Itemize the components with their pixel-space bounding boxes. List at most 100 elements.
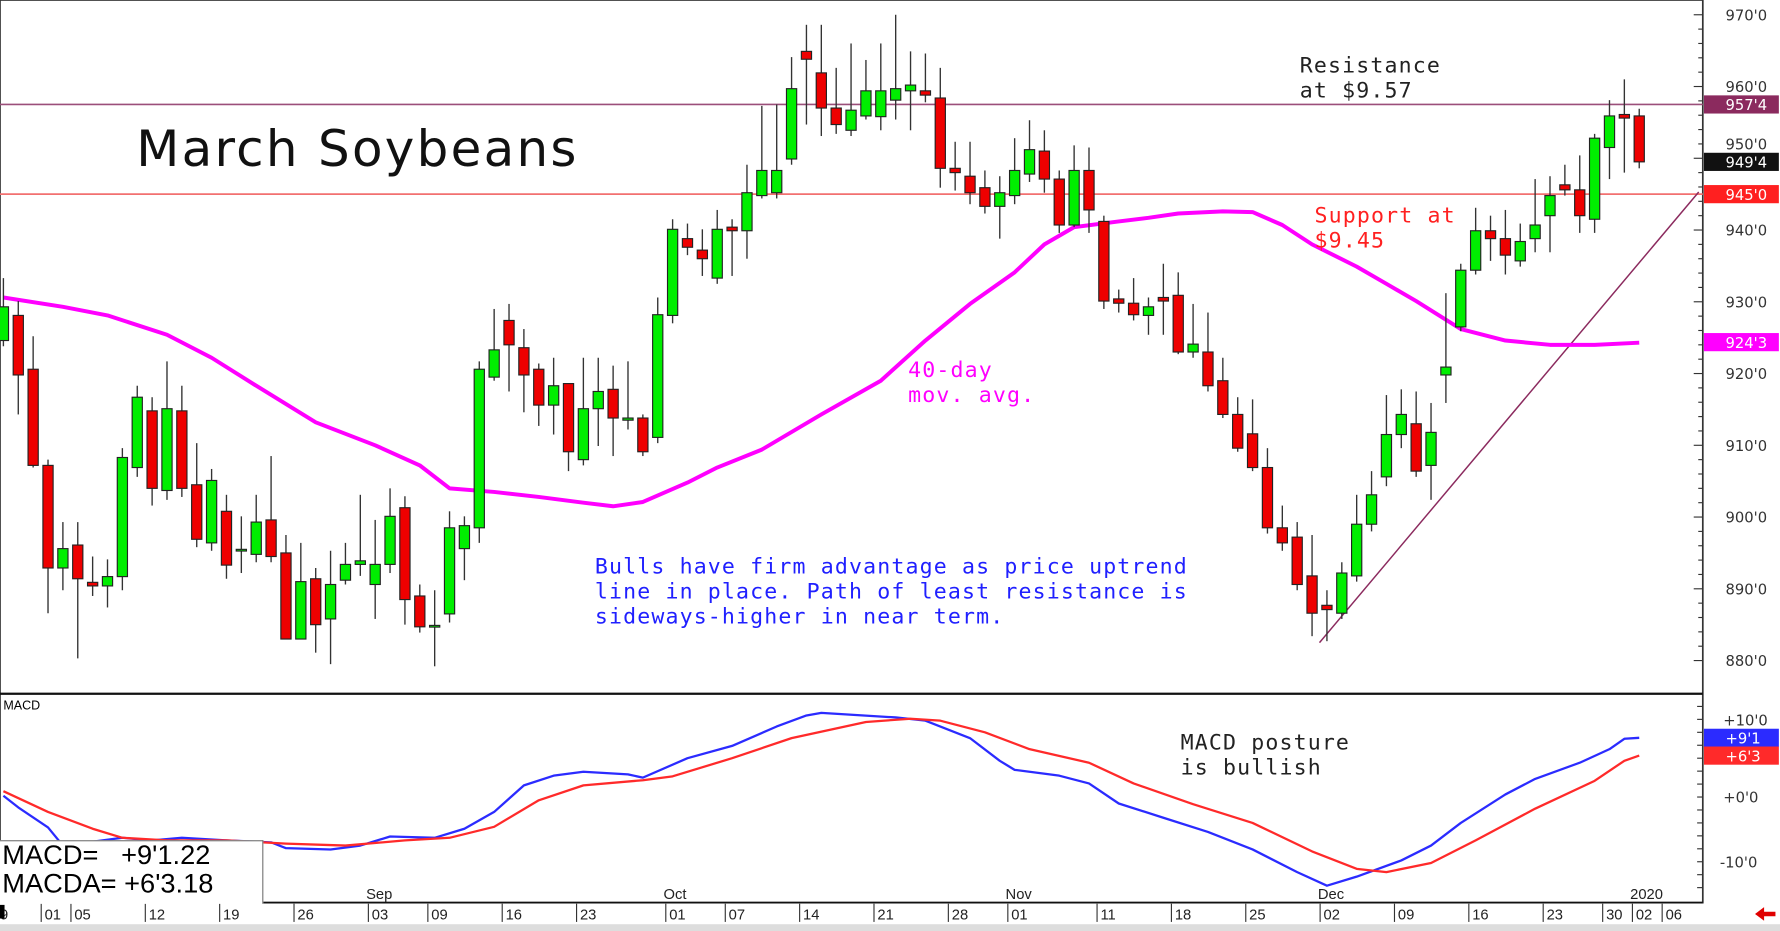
candle-body xyxy=(1261,466,1274,529)
candle-body xyxy=(860,90,872,117)
candle-body xyxy=(1142,306,1155,316)
candle-body xyxy=(458,525,471,550)
candle-body xyxy=(324,583,337,620)
candle-body xyxy=(1514,240,1526,262)
month-label: 2020 xyxy=(1630,887,1663,903)
candle-body xyxy=(726,226,738,232)
candle-body xyxy=(1202,351,1214,387)
y-axis-tick-label: 890'0 xyxy=(1726,581,1768,598)
candle xyxy=(1440,293,1452,403)
candle xyxy=(220,494,233,579)
candle xyxy=(235,516,248,574)
candle xyxy=(131,385,143,477)
candle-body xyxy=(696,249,709,260)
candle xyxy=(191,443,203,548)
candle-body xyxy=(711,228,723,279)
candle xyxy=(979,170,991,214)
date-tick-label: 18 xyxy=(1175,908,1191,924)
last-value-badge-label: +6'3 xyxy=(1726,748,1761,765)
date-tick-label: 26 xyxy=(297,908,313,924)
candle xyxy=(1574,155,1586,233)
candle-body xyxy=(1098,220,1110,302)
candle xyxy=(681,223,694,256)
macda-value: MACDA= +6'3.18 xyxy=(2,868,214,900)
candle xyxy=(1217,357,1229,419)
macd-axis-tick-label: -10'0 xyxy=(1720,854,1758,871)
date-tick-label: 09 xyxy=(1398,908,1414,924)
chart-title: March Soybeans xyxy=(136,120,579,179)
candle xyxy=(964,141,976,205)
last-value-badge xyxy=(1703,746,1779,765)
candle-body xyxy=(934,97,946,169)
candle xyxy=(1172,272,1184,355)
candle-body xyxy=(369,563,381,586)
month-label: Dec xyxy=(1318,887,1344,903)
candle-body xyxy=(771,169,783,194)
candle xyxy=(399,496,411,625)
scroll-left-arrow-icon[interactable] xyxy=(1755,907,1776,921)
candle-body xyxy=(815,72,827,109)
candle xyxy=(800,24,813,125)
candle xyxy=(339,542,352,585)
macd-axis-tick-label: +0'0 xyxy=(1723,790,1758,807)
candle-body xyxy=(889,88,902,101)
last-value-badge-label: +9'1 xyxy=(1726,730,1761,747)
candle-body xyxy=(443,527,456,615)
candle xyxy=(12,301,24,415)
candle xyxy=(428,590,441,667)
candle-body xyxy=(1276,527,1288,544)
candle-body xyxy=(845,109,857,131)
candle xyxy=(1603,100,1616,180)
candle-body xyxy=(1559,184,1571,191)
candle xyxy=(1321,590,1333,642)
candle-body xyxy=(1351,523,1363,577)
y-axis-tick-label: 970'0 xyxy=(1726,7,1768,24)
commentary-annotation: Bulls have firm advantage as price uptre… xyxy=(594,554,1188,629)
candle-body xyxy=(503,319,515,346)
date-tick-label: 02 xyxy=(1636,908,1652,924)
candle-body xyxy=(1410,423,1422,472)
candle xyxy=(592,357,604,447)
candle-body xyxy=(72,544,84,580)
candle xyxy=(1068,145,1080,228)
candle xyxy=(1499,209,1512,275)
candle xyxy=(815,24,827,137)
candle-body xyxy=(949,167,961,174)
candle xyxy=(1127,278,1140,321)
date-tick-label: 02 xyxy=(1324,908,1340,924)
candle-body xyxy=(518,347,530,376)
candle xyxy=(1559,164,1571,196)
candle xyxy=(250,494,262,563)
candle xyxy=(86,556,99,596)
candle xyxy=(637,414,649,457)
candle xyxy=(1187,303,1199,358)
candle xyxy=(934,67,946,188)
candle-body xyxy=(1499,238,1512,256)
month-label: Nov xyxy=(1006,887,1033,903)
date-tick-label: 16 xyxy=(506,908,522,924)
candle-body xyxy=(622,417,634,421)
y-axis-tick-label: 900'0 xyxy=(1726,510,1768,527)
candle xyxy=(1455,263,1467,332)
macda-line xyxy=(2,717,1640,874)
candle-body xyxy=(756,169,768,197)
candle xyxy=(1351,494,1363,582)
candle xyxy=(354,494,366,576)
candle xyxy=(1083,147,1095,233)
candle xyxy=(1395,389,1407,449)
y-axis-tick-label: 880'0 xyxy=(1726,653,1768,670)
candle-body xyxy=(27,368,39,466)
candle xyxy=(607,365,619,457)
candle-body xyxy=(280,552,292,640)
candle-body xyxy=(637,417,649,453)
candle-body xyxy=(875,90,887,118)
candle-body xyxy=(42,464,54,569)
last-value-badge-label: 924'3 xyxy=(1726,335,1768,352)
candle xyxy=(830,67,842,134)
candle-body xyxy=(1217,380,1229,416)
candle-body xyxy=(1365,494,1378,525)
candle-body xyxy=(339,563,352,581)
candle-body xyxy=(1127,302,1140,316)
candle xyxy=(458,516,471,581)
date-tick-label: 03 xyxy=(372,908,388,924)
